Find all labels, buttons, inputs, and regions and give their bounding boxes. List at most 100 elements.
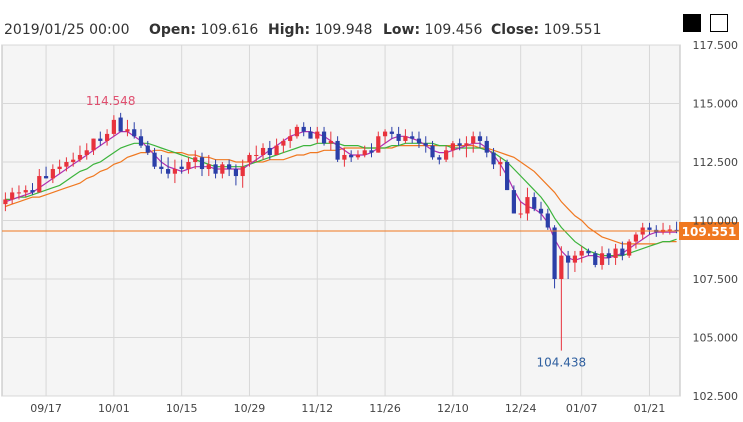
candle-body	[145, 145, 150, 153]
candle-body	[423, 143, 428, 146]
candle	[254, 145, 259, 162]
candle-body	[491, 152, 496, 165]
candle-body	[389, 131, 394, 134]
candle-body	[559, 255, 564, 279]
candle	[450, 140, 455, 158]
candle-body	[471, 136, 476, 144]
candle	[233, 164, 239, 186]
candle	[199, 152, 205, 177]
candle-body	[23, 190, 28, 193]
candle-body	[410, 136, 415, 139]
candle-body	[254, 154, 259, 156]
candle	[64, 157, 69, 172]
candle	[498, 157, 503, 177]
candle	[355, 150, 361, 160]
candle	[315, 126, 320, 144]
candle-body	[274, 145, 279, 155]
candle	[525, 187, 530, 221]
high-annotation: 114.548	[86, 94, 136, 108]
x-tick-label: 01/07	[566, 402, 598, 415]
candle	[179, 159, 184, 174]
candle	[532, 192, 537, 212]
candle-body	[321, 131, 327, 144]
candle-body	[369, 150, 374, 153]
candle	[471, 131, 476, 153]
candle-body	[247, 154, 252, 162]
candle	[606, 248, 611, 265]
dark-theme-toggle[interactable]	[683, 14, 701, 32]
y-tick-label: 115.000	[693, 98, 739, 111]
y-axis: 117.500 115.000 112.500 110.000 107.500 105.0…	[693, 39, 739, 403]
candle-body	[179, 166, 184, 170]
candle-body	[104, 133, 110, 141]
candle-body	[430, 145, 435, 158]
light-theme-toggle[interactable]	[710, 14, 728, 32]
candle-body	[464, 143, 469, 146]
candle-body	[50, 169, 55, 179]
candle-body	[376, 136, 381, 153]
candle-body	[450, 143, 455, 151]
candle	[98, 131, 103, 146]
candle	[10, 187, 15, 205]
candle-body	[125, 129, 130, 132]
open-label: Open:	[149, 22, 196, 38]
close-readout: Close: 109.551	[491, 22, 601, 38]
candle	[166, 157, 171, 179]
candle	[308, 126, 313, 139]
candles[interactable]	[3, 112, 679, 351]
candle	[132, 122, 137, 139]
candle	[389, 126, 394, 139]
candle-body	[443, 150, 449, 160]
candle	[505, 159, 510, 191]
candle	[227, 159, 232, 177]
candle-body	[91, 138, 96, 151]
candle-body	[349, 154, 354, 158]
current-price-line: 109.551	[2, 222, 739, 241]
candle	[416, 131, 422, 148]
candle	[335, 136, 340, 162]
candle	[37, 169, 42, 193]
candle-body	[627, 241, 632, 256]
x-tick-label: 12/10	[437, 402, 469, 415]
candle-body	[342, 154, 347, 160]
price-tag	[679, 222, 739, 241]
candle-body	[10, 192, 15, 200]
candle-body	[498, 162, 503, 165]
candle	[484, 136, 489, 158]
candle	[3, 192, 8, 212]
candle	[403, 129, 408, 144]
candle-body	[186, 162, 191, 170]
candle	[274, 138, 279, 155]
candle	[328, 131, 333, 151]
candle-body	[477, 136, 483, 141]
y-tick-label: 117.500	[693, 39, 739, 52]
x-tick-label: 11/26	[369, 402, 401, 415]
candle	[518, 201, 523, 219]
candle-body	[294, 126, 300, 137]
candle-body	[362, 150, 367, 155]
candle	[552, 225, 557, 289]
candle	[579, 246, 584, 263]
candle-body	[118, 117, 123, 132]
candle-body	[511, 190, 516, 214]
candle-body	[484, 140, 489, 153]
candle	[620, 241, 625, 261]
low-annotation: 104.438	[537, 356, 587, 370]
candle	[627, 239, 632, 258]
candle	[104, 129, 110, 146]
candle-body	[593, 253, 598, 265]
candle-body	[267, 147, 272, 155]
candle	[159, 154, 164, 174]
candle-body	[505, 162, 510, 191]
candle	[16, 185, 22, 200]
candle-body	[71, 159, 76, 162]
timestamp: 2019/01/25 00:00	[4, 22, 130, 38]
candle	[294, 124, 300, 139]
candle	[57, 159, 62, 174]
candle	[247, 152, 252, 167]
y-tick-label: 110.000	[693, 215, 739, 228]
candle	[138, 129, 144, 148]
candle	[71, 152, 76, 167]
candle	[43, 166, 49, 179]
